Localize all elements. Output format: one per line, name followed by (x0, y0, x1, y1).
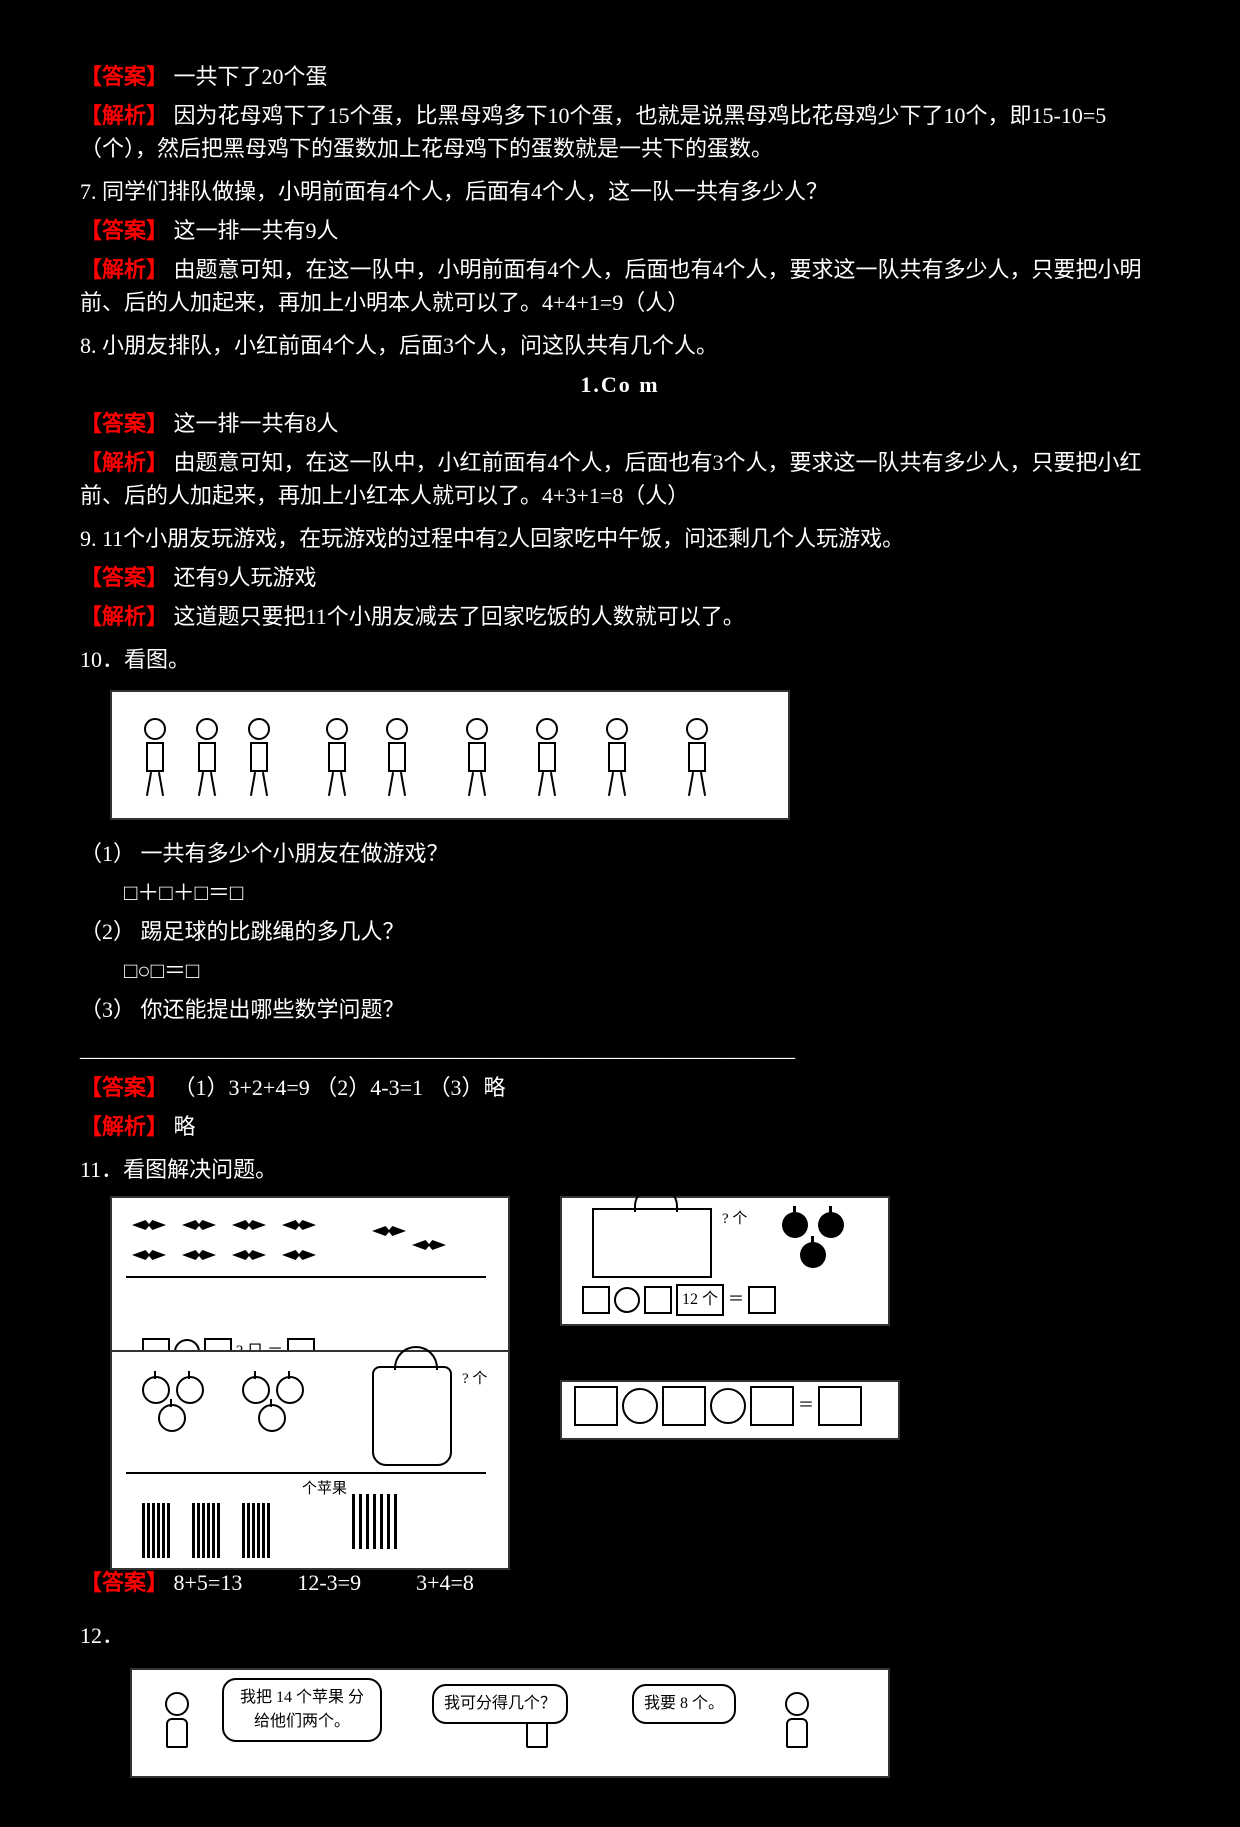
apples-caption: 个苹果 (302, 1478, 347, 1501)
analysis-label: 【解析】 (80, 450, 168, 475)
q7-number: 7. (80, 179, 97, 204)
q6-analysis: 【解析】 因为花母鸡下了15个蛋，比黑母鸡多下10个蛋，也就是说黑母鸡比花母鸡少… (80, 99, 1160, 165)
q8-text: 小朋友排队，小红前面4个人，后面3个人，问这队共有几个人。 (102, 333, 718, 358)
q10-sub3-text: 你还能提出哪些数学问题？ (141, 997, 405, 1022)
q7-text: 同学们排队做操，小明前面有4个人，后面有4个人，这一队一共有多少人？ (102, 179, 828, 204)
q11-gift-figure: ? 个 12 个 ＝ (560, 1196, 890, 1326)
analysis-label: 【解析】 (80, 103, 168, 128)
blank-circle (614, 1287, 640, 1313)
q10-figure (110, 690, 790, 820)
q11-birds-figure: ? 只 ＝ (110, 1196, 510, 1376)
q11-eq-col: ＝ (560, 1370, 900, 1449)
q11-intro-text: 11．看图解决问题。 (80, 1157, 277, 1182)
q10-sub2-label: （2） (80, 919, 135, 944)
q6-answer: 【答案】 一共下了20个蛋 (80, 60, 1160, 93)
q12-figure: 我把 14 个苹果 分给他们两个。 我可分得几个？ 我要 8 个。 (130, 1668, 890, 1778)
q11-eq1: 8+5=13 (174, 1566, 243, 1599)
watermark-text: 1.Co m (580, 372, 659, 397)
q11-eq2: 12-3=9 (297, 1566, 361, 1599)
q6-answer-text: 一共下了20个蛋 (174, 64, 328, 89)
q10-sub1-label: （1） (80, 841, 135, 866)
q10-analysis: 【解析】 略 (80, 1110, 1160, 1143)
q9-answer-text: 还有9人玩游戏 (174, 565, 317, 590)
blank-box (750, 1386, 794, 1426)
q10-answer-text: （1）3+2+4=9 （2）4-3=1 （3）略 (174, 1075, 506, 1100)
q8: 8. 小朋友排队，小红前面4个人，后面3个人，问这队共有几个人。 (80, 329, 1160, 362)
bag-icon (372, 1366, 452, 1466)
speech-left: 我把 14 个苹果 分给他们两个。 (222, 1678, 382, 1742)
q9-number: 9. (80, 526, 97, 551)
q10-sub1-text: 一共有多少个小朋友在做游戏？ (141, 841, 449, 866)
blank-box (644, 1286, 672, 1314)
blank-box (818, 1386, 862, 1426)
q10-answer: 【答案】 （1）3+2+4=9 （2）4-3=1 （3）略 (80, 1071, 1160, 1104)
q10-sub3-lines: ________________________________________… (80, 1032, 1160, 1065)
blank-box (582, 1286, 610, 1314)
answer-label: 【答案】 (80, 411, 168, 436)
q10-analysis-text: 略 (174, 1114, 196, 1139)
blank-box (574, 1386, 618, 1426)
q8-answer-text: 这一排一共有8人 (174, 411, 339, 436)
analysis-label: 【解析】 (80, 1114, 168, 1139)
q10-sub3-label: （3） (80, 997, 135, 1022)
answer-label: 【答案】 (80, 1566, 168, 1599)
q9-analysis: 【解析】 这道题只要把11个小朋友减去了回家吃饭的人数就可以了。 (80, 600, 1160, 633)
analysis-label: 【解析】 (80, 604, 168, 629)
q6-analysis-text: 因为花母鸡下了15个蛋，比黑母鸡多下10个蛋，也就是说黑母鸡比花母鸡少下了10个… (80, 103, 1106, 161)
apple-icon (782, 1212, 808, 1238)
blank-circle (710, 1388, 746, 1424)
q7-answer: 【答案】 这一排一共有9人 (80, 214, 1160, 247)
gift-unknown: ? 个 (722, 1208, 747, 1231)
person-icon (152, 1692, 202, 1772)
answer-label: 【答案】 (80, 218, 168, 243)
q7-analysis-text: 由题意可知，在这一队中，小明前面有4个人，后面也有4个人，要求这一队共有多少人，… (80, 257, 1142, 315)
q12-intro: 12． (80, 1619, 1160, 1652)
blank-circle (622, 1388, 658, 1424)
gift-icon (592, 1208, 712, 1278)
answer-label: 【答案】 (80, 64, 168, 89)
gift-total: 12 个 (676, 1284, 724, 1316)
person-icon (772, 1692, 822, 1772)
q10-sub2-eq: □○□＝□ (124, 954, 1160, 987)
q11-answer: 【答案】 8+5=13 12-3=9 3+4=8 (80, 1566, 1160, 1599)
apple-icon (800, 1242, 826, 1268)
q10-intro-text: 10．看图。 (80, 647, 190, 672)
q9-text: 11个小朋友玩游戏，在玩游戏的过程中有2人回家吃中午饭，问还剩几个人玩游戏。 (102, 526, 904, 551)
q8-analysis-text: 由题意可知，在这一队中，小红前面有4个人，后面也有3个人，要求这一队共有多少人，… (80, 450, 1142, 508)
q11-row2: ? 个 个苹果 ＝ (110, 1370, 1160, 1570)
q8-number: 8. (80, 333, 97, 358)
speech-right: 我要 8 个。 (632, 1684, 736, 1724)
q11-apples-figure: ? 个 个苹果 (110, 1350, 510, 1570)
q7: 7. 同学们排队做操，小明前面有4个人，后面有4个人，这一队一共有多少人？ (80, 175, 1160, 208)
q11-intro: 11．看图解决问题。 (80, 1153, 1160, 1186)
q10-sub2: （2） 踢足球的比跳绳的多几人？ (80, 915, 1160, 948)
speech-mid: 我可分得几个？ (432, 1684, 568, 1724)
analysis-label: 【解析】 (80, 257, 168, 282)
q11-blank-eq: ＝ (560, 1380, 900, 1440)
q10-sub1: （1） 一共有多少个小朋友在做游戏？ (80, 837, 1160, 870)
blank-box (748, 1286, 776, 1314)
blank-box (662, 1386, 706, 1426)
q10-sub1-eq: □＋□＋□＝□ (124, 876, 1160, 909)
q11-row1: ? 只 ＝ ? 个 12 个 ＝ (110, 1196, 1160, 1376)
q12-intro-text: 12． (80, 1623, 124, 1648)
q7-analysis: 【解析】 由题意可知，在这一队中，小明前面有4个人，后面也有4个人，要求这一队共… (80, 253, 1160, 319)
answer-label: 【答案】 (80, 565, 168, 590)
q8-watermark: 1.Co m (80, 368, 1160, 401)
page-root: 【答案】 一共下了20个蛋 【解析】 因为花母鸡下了15个蛋，比黑母鸡多下10个… (0, 0, 1240, 1827)
q9-analysis-text: 这道题只要把11个小朋友减去了回家吃饭的人数就可以了。 (174, 604, 745, 629)
q7-answer-text: 这一排一共有9人 (174, 218, 339, 243)
q9-answer: 【答案】 还有9人玩游戏 (80, 561, 1160, 594)
answer-label: 【答案】 (80, 1075, 168, 1100)
q10-sub3: （3） 你还能提出哪些数学问题？ (80, 993, 1160, 1026)
q10-sub2-text: 踢足球的比跳绳的多几人？ (141, 919, 405, 944)
apple-icon (818, 1212, 844, 1238)
q10-intro: 10．看图。 (80, 643, 1160, 676)
q11-eq3: 3+4=8 (416, 1566, 474, 1599)
q8-answer: 【答案】 这一排一共有8人 (80, 407, 1160, 440)
apples-unknown: ? 个 (462, 1368, 487, 1391)
q9: 9. 11个小朋友玩游戏，在玩游戏的过程中有2人回家吃中午饭，问还剩几个人玩游戏… (80, 522, 1160, 555)
q8-analysis: 【解析】 由题意可知，在这一队中，小红前面有4个人，后面也有3个人，要求这一队共… (80, 446, 1160, 512)
